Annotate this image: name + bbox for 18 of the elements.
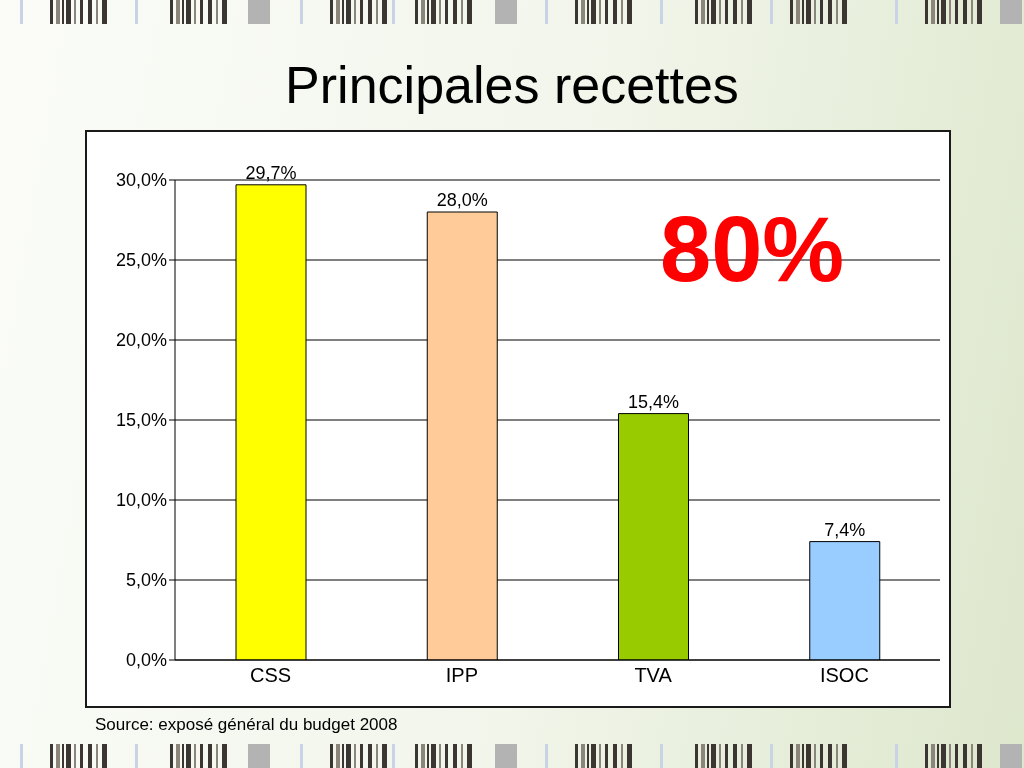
x-tick-label: TVA <box>634 664 673 687</box>
y-tick-label: 20,0% <box>115 330 167 351</box>
y-tick-label: 0,0% <box>125 650 167 671</box>
x-tick-label: CSS <box>250 664 292 687</box>
data-label: 15,4% <box>627 391 680 412</box>
data-label: 28,0% <box>436 190 488 210</box>
y-tick-label: 15,0% <box>115 410 167 431</box>
y-tick-label: 30,0% <box>115 170 167 191</box>
data-label: 29,7% <box>245 162 297 183</box>
chart-title: Principales recettes <box>284 55 740 115</box>
x-tick-label: IPP <box>445 664 478 687</box>
annotation: 80% <box>660 198 845 300</box>
source-note: Source: exposé général du budget 2008 <box>95 714 398 736</box>
x-tick-label: ISOC <box>819 664 869 687</box>
y-tick-label: 10,0% <box>115 490 167 511</box>
data-label: 7,4% <box>824 519 866 540</box>
y-tick-label: 5,0% <box>125 570 167 591</box>
y-tick-label: 25,0% <box>115 250 167 271</box>
